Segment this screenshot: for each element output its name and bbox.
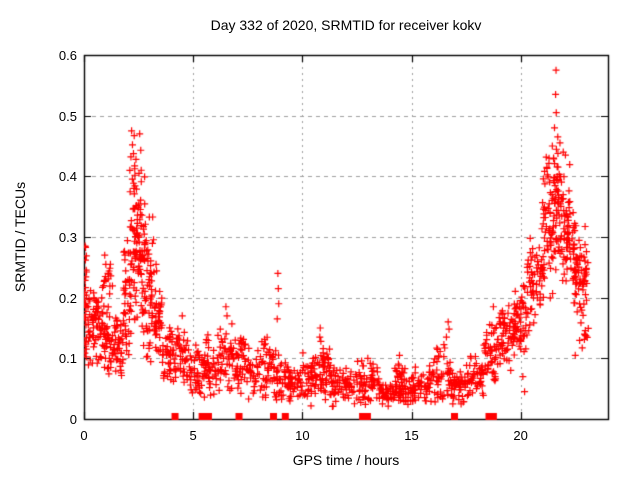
y-tick-label: 0.2: [58, 290, 77, 306]
chart-title: Day 332 of 2020, SRMTID for receiver kok…: [210, 17, 482, 33]
x-tick-label: 5: [189, 428, 197, 443]
y-tick-label: 0.3: [58, 230, 77, 245]
x-axis-title: GPS time / hours: [292, 452, 400, 468]
y-tick-label: 0.1: [58, 351, 77, 367]
x-tick-label: 15: [404, 428, 419, 443]
y-tick-label: 0: [69, 412, 77, 427]
y-tick-label: 0.4: [58, 169, 77, 185]
y-tick-label: 0.6: [58, 48, 77, 63]
x-tick-label: 10: [295, 428, 310, 443]
y-axis-title: SRMTID / TECUs: [12, 181, 28, 293]
y-tick-label: 0.5: [58, 108, 77, 124]
x-tick-label: 20: [513, 428, 528, 443]
x-tick-label: 0: [80, 428, 88, 443]
